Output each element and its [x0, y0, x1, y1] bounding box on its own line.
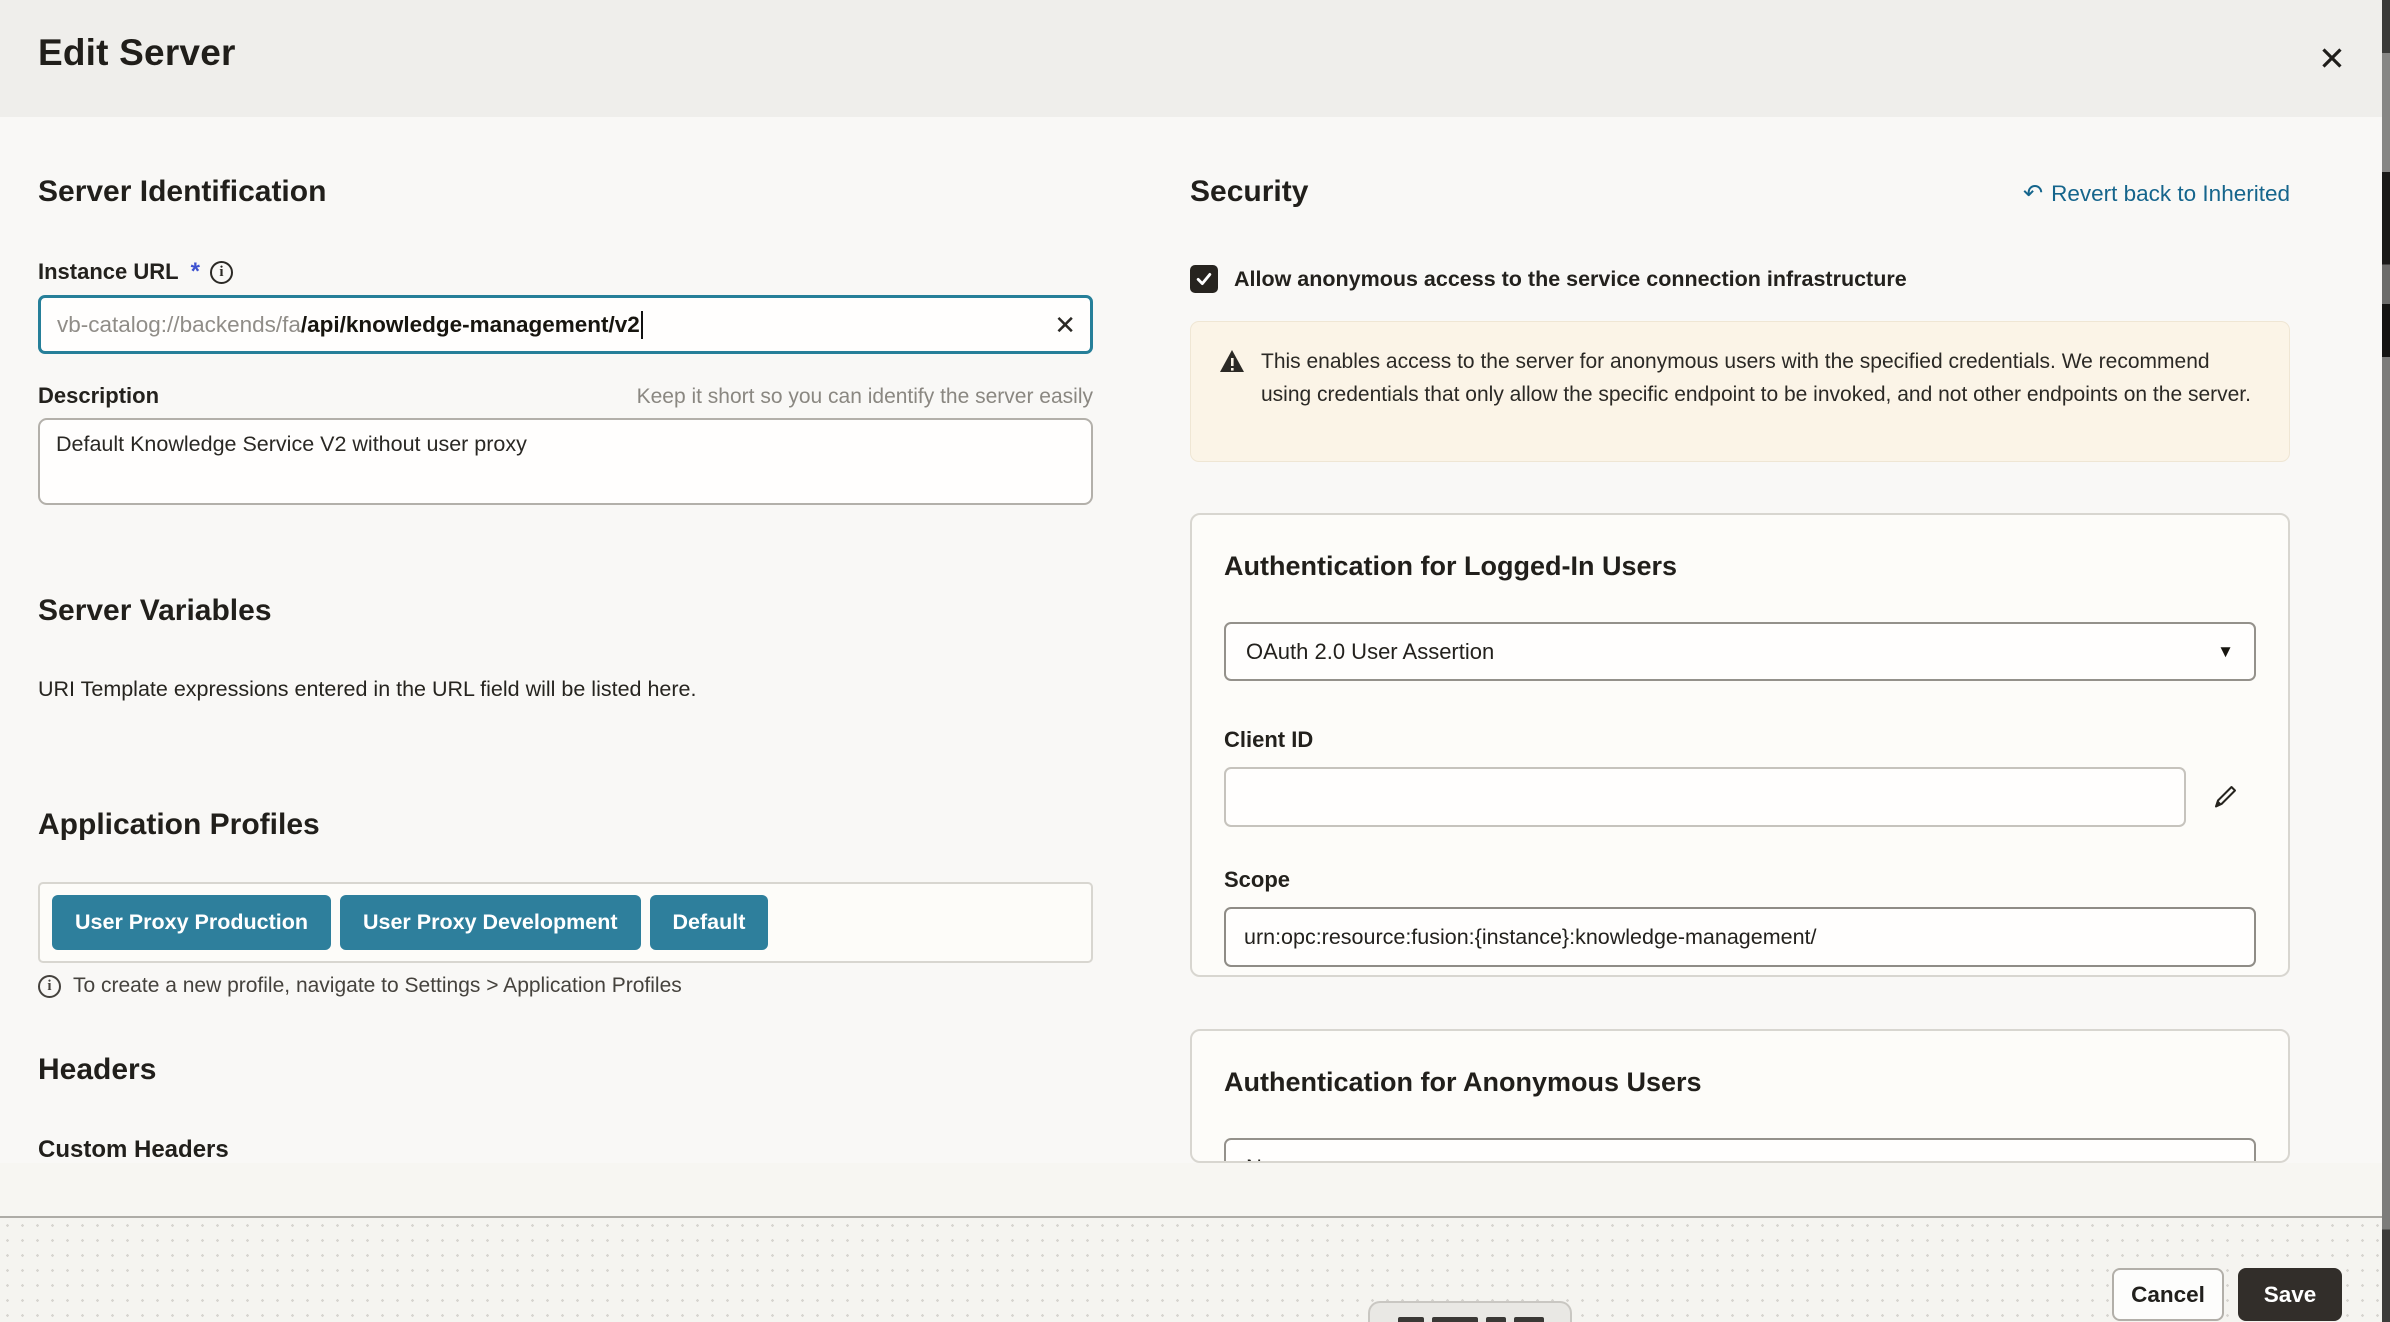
auth-anonymous-heading: Authentication for Anonymous Users — [1224, 1067, 1702, 1097]
scope-input[interactable] — [1224, 907, 2256, 967]
required-marker: * — [190, 258, 200, 285]
info-icon: i — [38, 974, 61, 998]
text-cursor — [640, 310, 643, 339]
instance-url-value: /api/knowledge-management/v2 — [300, 311, 640, 337]
scope-label: Scope — [1224, 867, 1291, 892]
revert-to-inherited-link[interactable]: ↶ Revert back to Inherited — [2023, 181, 2290, 207]
auth-method-select[interactable]: OAuth 2.0 User Assertion ▼ — [1224, 622, 2256, 681]
auth-logged-in-card: Authentication for Logged-In Users OAuth… — [1190, 513, 2290, 977]
instance-url-label-row: Instance URL * i — [38, 258, 233, 286]
anonymous-access-label: Allow anonymous access to the service co… — [1234, 266, 1907, 291]
revert-link-label: Revert back to Inherited — [2051, 181, 2290, 206]
server-variables-heading: Server Variables — [38, 594, 272, 627]
checkmark-icon — [1196, 273, 1212, 285]
warning-text: This enables access to the server for an… — [1261, 350, 2251, 406]
anonymous-auth-method-select[interactable]: None — [1224, 1138, 2256, 1162]
client-id-row — [1224, 767, 2256, 827]
cancel-button[interactable]: Cancel — [2112, 1268, 2224, 1321]
custom-headers-subheading: Custom Headers — [38, 1136, 229, 1163]
profile-chip-default[interactable]: Default — [649, 895, 769, 950]
clipped-popup — [1368, 1301, 1572, 1322]
clipped-text-fragment — [1398, 1317, 1424, 1322]
auth-anonymous-card: Authentication for Anonymous Users None — [1190, 1029, 2290, 1163]
edit-pencil-icon[interactable] — [2210, 782, 2240, 812]
anonymous-access-checkbox-row[interactable]: Allow anonymous access to the service co… — [1190, 265, 1907, 293]
application-profiles-heading: Application Profiles — [38, 808, 320, 841]
dialog-header: Edit Server ✕ — [0, 0, 2390, 117]
description-label-row: Description Keep it short so you can ide… — [38, 383, 1093, 409]
description-label: Description — [38, 383, 160, 408]
clear-input-icon[interactable]: ✕ — [1054, 309, 1076, 340]
security-heading-row: Security ↶ Revert back to Inherited — [1190, 175, 2290, 209]
security-heading: Security — [1190, 175, 1309, 208]
clipped-text-fragment — [1486, 1317, 1506, 1322]
auth-method-value: OAuth 2.0 User Assertion — [1246, 638, 1495, 664]
lower-band — [0, 1163, 2390, 1217]
client-id-input[interactable] — [1224, 767, 2186, 827]
description-hint: Keep it short so you can identify the se… — [636, 385, 1093, 408]
footer-divider — [0, 1216, 2390, 1218]
clipped-text-fragment — [1432, 1317, 1478, 1322]
window-edge-scrollbar[interactable] — [2382, 0, 2390, 1322]
warning-banner: This enables access to the server for an… — [1190, 321, 2290, 462]
warning-icon — [1220, 350, 1244, 372]
info-icon[interactable]: i — [209, 260, 233, 284]
client-id-label: Client ID — [1224, 727, 1314, 752]
canvas-dot-grid — [0, 1218, 2390, 1322]
headers-heading: Headers — [38, 1053, 157, 1086]
instance-url-prefix: vb-catalog://backends/fa — [57, 311, 301, 337]
page-title: Edit Server — [38, 32, 236, 73]
close-icon[interactable]: ✕ — [2318, 39, 2346, 77]
server-variables-empty-text: URI Template expressions entered in the … — [38, 677, 697, 701]
application-profiles-note-text: To create a new profile, navigate to Set… — [73, 974, 682, 997]
auth-logged-in-heading: Authentication for Logged-In Users — [1224, 551, 1678, 581]
application-profiles-note: i To create a new profile, navigate to S… — [38, 974, 682, 998]
checkbox-checked-icon[interactable] — [1190, 265, 1218, 293]
chevron-down-icon: ▼ — [2217, 641, 2234, 661]
profile-chip-user-proxy-production[interactable]: User Proxy Production — [52, 895, 331, 950]
server-identification-heading: Server Identification — [38, 175, 327, 208]
revert-icon: ↶ — [2023, 180, 2044, 207]
save-button[interactable]: Save — [2238, 1268, 2342, 1321]
application-profiles-box: User Proxy Production User Proxy Develop… — [38, 882, 1093, 963]
description-textarea[interactable]: Default Knowledge Service V2 without use… — [38, 418, 1093, 505]
profile-chip-user-proxy-development[interactable]: User Proxy Development — [339, 895, 641, 950]
instance-url-label: Instance URL — [38, 259, 179, 284]
instance-url-input[interactable]: vb-catalog://backends/fa/api/knowledge-m… — [38, 295, 1093, 354]
clipped-text-fragment — [1514, 1317, 1544, 1322]
anonymous-auth-method-value: None — [1246, 1155, 1299, 1162]
